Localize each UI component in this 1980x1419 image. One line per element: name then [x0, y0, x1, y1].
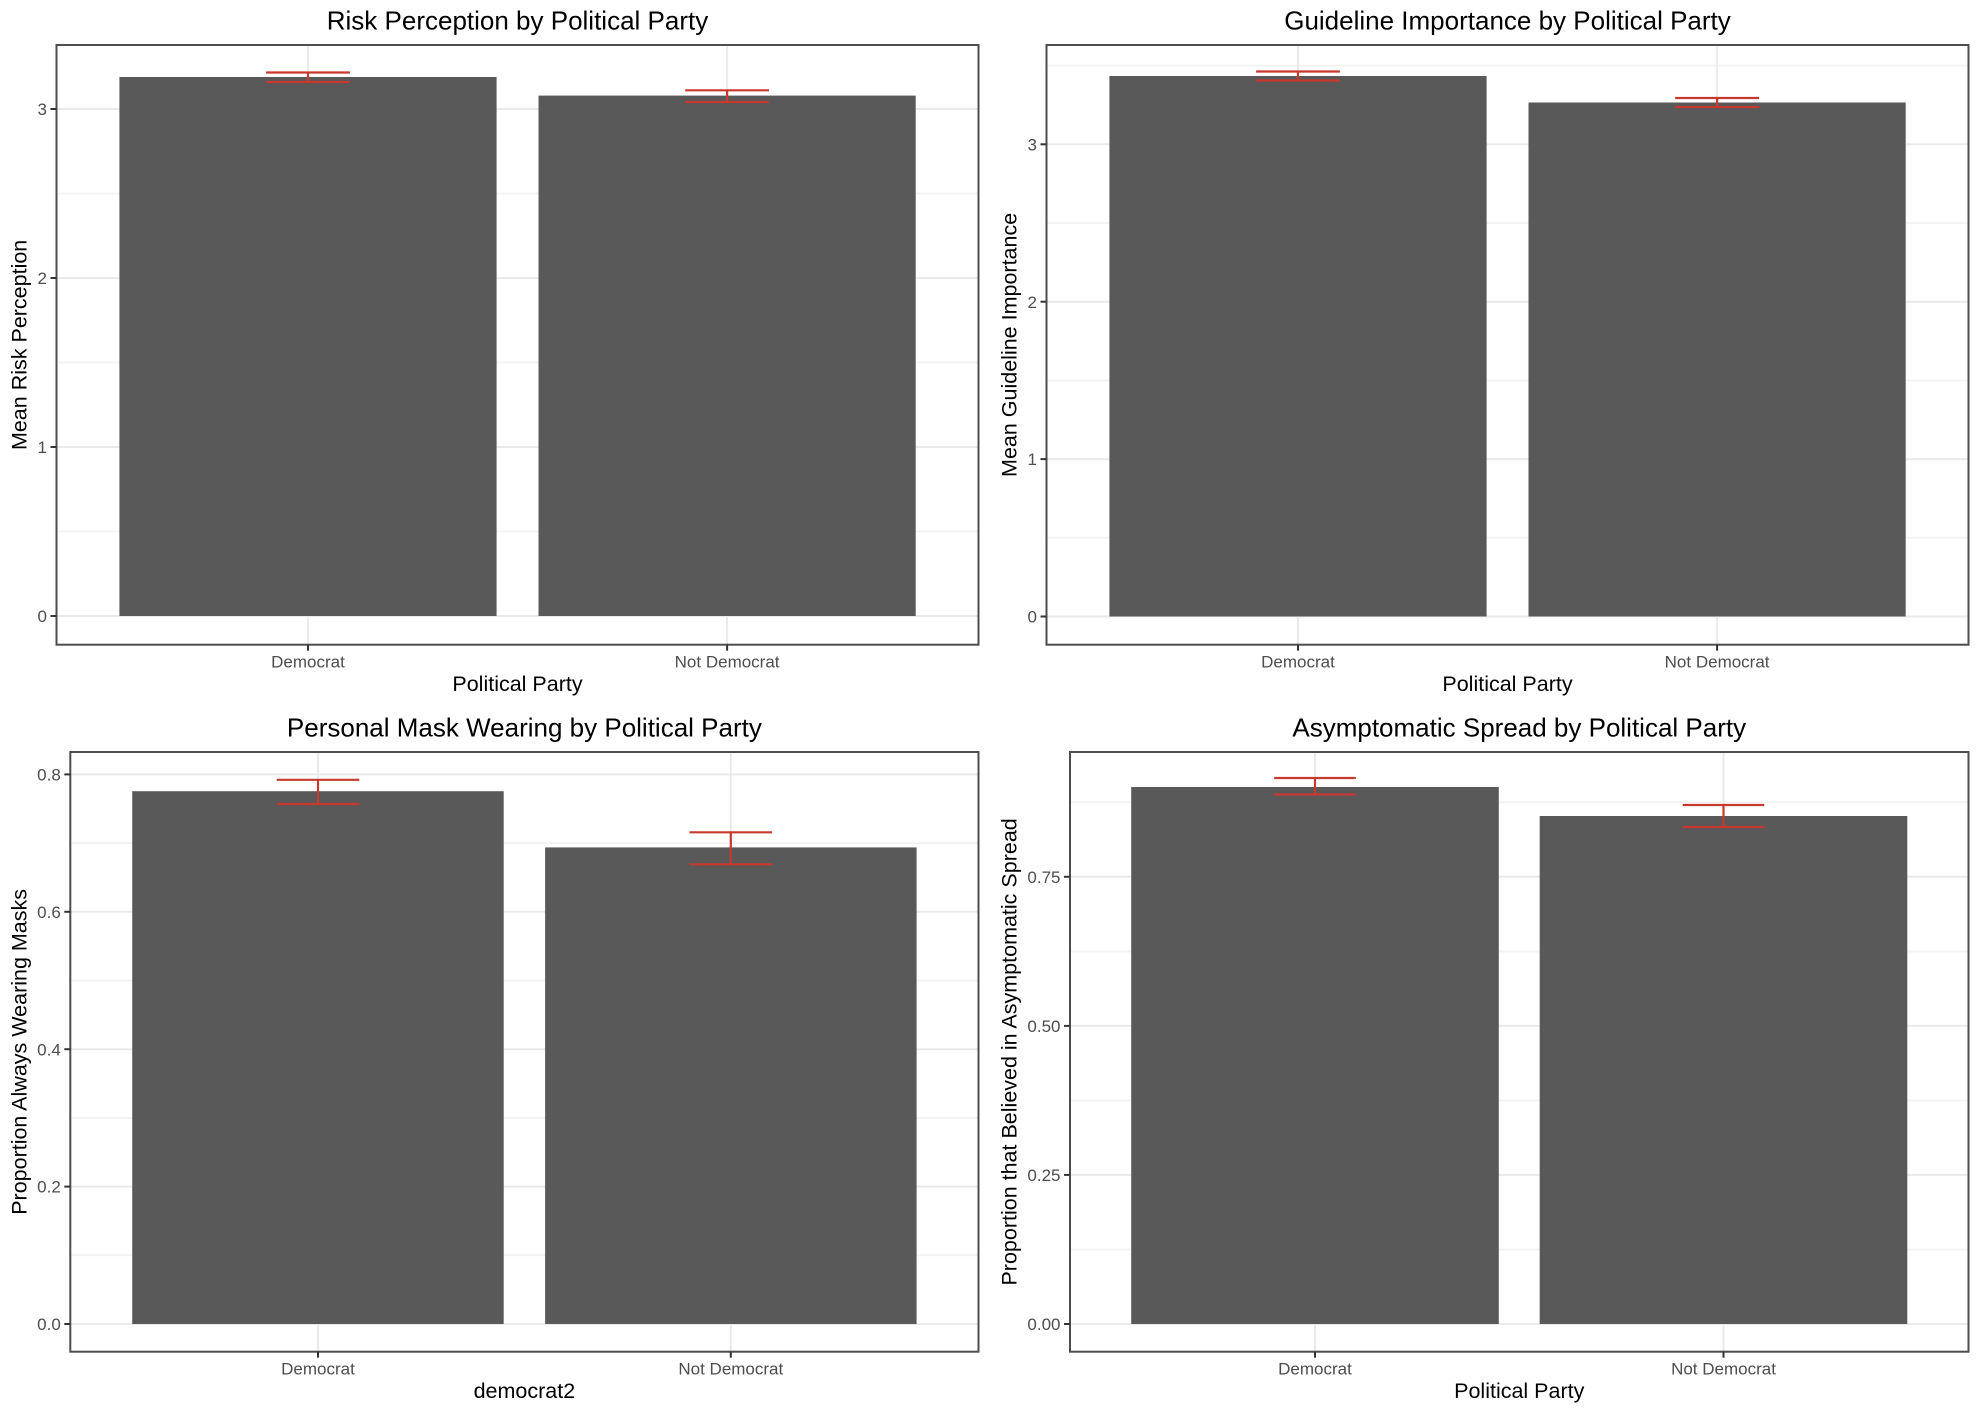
svg-text:2: 2	[1028, 293, 1037, 312]
svg-text:0.6: 0.6	[37, 903, 61, 922]
svg-text:0: 0	[1028, 608, 1037, 627]
svg-text:Not Democrat: Not Democrat	[1665, 653, 1770, 672]
svg-text:Political Party: Political Party	[1454, 1379, 1584, 1403]
svg-text:1: 1	[1028, 450, 1037, 469]
svg-text:Risk Perception by Political P: Risk Perception by Political Party	[327, 6, 708, 36]
svg-text:Democrat: Democrat	[271, 653, 345, 672]
svg-text:3: 3	[38, 100, 47, 119]
svg-text:Mean Risk Perception: Mean Risk Perception	[8, 240, 32, 450]
svg-text:Democrat: Democrat	[281, 1360, 355, 1379]
svg-text:Proportion Always Wearing Mask: Proportion Always Wearing Masks	[8, 889, 32, 1215]
svg-text:0.00: 0.00	[1027, 1315, 1060, 1334]
svg-text:Asymptomatic Spread by Politic: Asymptomatic Spread by Political Party	[1292, 713, 1746, 743]
svg-text:democrat2: democrat2	[474, 1379, 576, 1403]
svg-text:Personal Mask Wearing by Polit: Personal Mask Wearing by Political Party	[287, 713, 762, 743]
svg-text:Not Democrat: Not Democrat	[1671, 1360, 1776, 1379]
svg-text:Political Party: Political Party	[1442, 672, 1572, 696]
svg-text:2: 2	[38, 269, 47, 288]
svg-text:Proportion that Believed in As: Proportion that Believed in Asymptomatic…	[998, 818, 1022, 1285]
svg-text:0.50: 0.50	[1027, 1017, 1060, 1036]
svg-text:Not Democrat: Not Democrat	[678, 1360, 783, 1379]
svg-text:3: 3	[1028, 135, 1037, 154]
svg-text:Mean Guideline Importance: Mean Guideline Importance	[998, 213, 1022, 477]
svg-text:Democrat: Democrat	[1278, 1360, 1352, 1379]
svg-text:0.8: 0.8	[37, 766, 61, 785]
svg-text:0.4: 0.4	[37, 1040, 61, 1059]
svg-text:0.25: 0.25	[1027, 1166, 1060, 1185]
svg-text:0.0: 0.0	[37, 1315, 61, 1334]
svg-text:Not Democrat: Not Democrat	[675, 653, 780, 672]
svg-text:0: 0	[38, 607, 47, 626]
svg-text:0.2: 0.2	[37, 1178, 61, 1197]
svg-text:0.75: 0.75	[1027, 868, 1060, 887]
svg-text:Guideline Importance by Politi: Guideline Importance by Political Party	[1284, 6, 1731, 36]
svg-text:Political Party: Political Party	[452, 672, 582, 696]
svg-text:1: 1	[38, 438, 47, 457]
svg-text:Democrat: Democrat	[1261, 653, 1335, 672]
